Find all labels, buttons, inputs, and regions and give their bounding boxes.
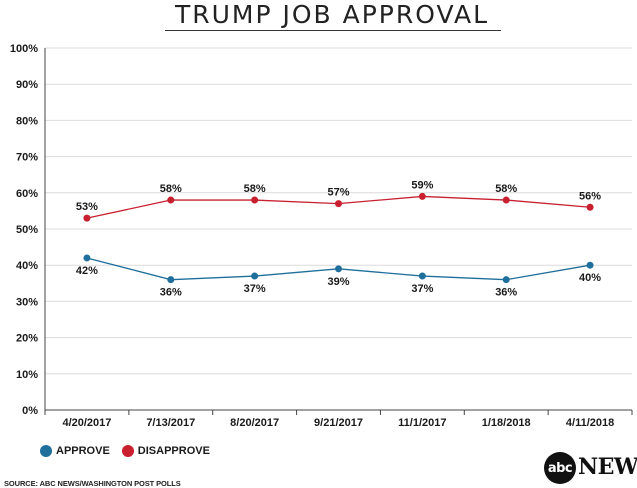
data-label: 36%	[495, 287, 517, 299]
data-point	[167, 196, 175, 204]
y-tick-label: 60%	[16, 188, 38, 200]
y-tick-label: 70%	[16, 152, 38, 164]
x-tick-label: 1/18/2018	[482, 417, 531, 429]
data-point	[83, 254, 91, 262]
source-note: SOURCE: ABC NEWS/WASHINGTON POST POLLS	[4, 479, 181, 488]
data-label: 40%	[579, 272, 601, 284]
y-tick-label: 30%	[16, 296, 38, 308]
series-line-disapprove	[86, 195, 591, 219]
y-tick-label: 80%	[16, 115, 38, 127]
data-point	[418, 192, 426, 200]
y-tick-label: 10%	[16, 369, 38, 381]
y-tick-label: 90%	[16, 79, 38, 91]
data-label: 56%	[579, 190, 601, 202]
x-tick-label: 9/21/2017	[314, 417, 363, 429]
legend-swatch-disapprove	[121, 445, 134, 457]
chart-title: TRUMP JOB APPROVAL	[174, 0, 490, 29]
data-point	[586, 203, 594, 211]
y-tick-label: 0%	[22, 405, 38, 417]
abc-logo-mark: abc	[544, 452, 576, 484]
abc-news-logo: abc NEWS	[544, 452, 637, 486]
data-label: 58%	[160, 183, 182, 195]
data-point	[335, 265, 342, 273]
y-tick-label: 20%	[16, 333, 38, 345]
x-tick-label: 4/20/2017	[62, 417, 111, 429]
data-label: 39%	[327, 276, 349, 288]
data-label: 36%	[160, 287, 182, 299]
legend-label-approve: APPROVE	[56, 445, 110, 457]
legend-swatch-approve	[40, 445, 52, 457]
data-label: 37%	[411, 283, 433, 295]
legend-label-disapprove: DISAPPROVE	[137, 445, 210, 457]
data-label: 42%	[76, 265, 98, 277]
plot-area: 0% 10% 20% 30% 40% 50% 60% 70% 80% 90% 100% 4/20/20…	[10, 43, 633, 429]
data-point	[251, 196, 259, 204]
data-point	[418, 272, 426, 280]
y-tick-label: 50%	[16, 224, 38, 236]
legend-item-disapprove: DISAPPROVE	[121, 445, 210, 457]
data-point	[83, 214, 91, 222]
data-point	[335, 200, 342, 208]
data-point	[502, 196, 510, 204]
y-tick-label: 40%	[16, 260, 38, 272]
x-tick-label: 8/20/2017	[230, 417, 279, 429]
data-point	[586, 261, 594, 269]
data-label: 37%	[244, 283, 266, 295]
abc-logo-news: NEWS	[578, 454, 637, 480]
legend-item-approve: APPROVE	[40, 445, 110, 457]
data-point	[251, 272, 259, 280]
x-tick-label: 7/13/2017	[146, 417, 195, 429]
data-label: 59%	[411, 179, 433, 191]
legend: APPROVE DISAPPROVE	[40, 445, 222, 457]
data-point	[502, 276, 510, 284]
x-tick-label: 4/11/2018	[566, 417, 614, 429]
data-label: 53%	[76, 201, 98, 213]
data-label: 58%	[244, 183, 266, 195]
x-tick-label: 11/1/2017	[398, 417, 446, 429]
y-tick-label: 100%	[10, 43, 38, 55]
data-label: 58%	[495, 183, 517, 195]
data-label: 57%	[327, 187, 349, 199]
title-underline	[165, 30, 501, 31]
data-point	[167, 276, 175, 284]
